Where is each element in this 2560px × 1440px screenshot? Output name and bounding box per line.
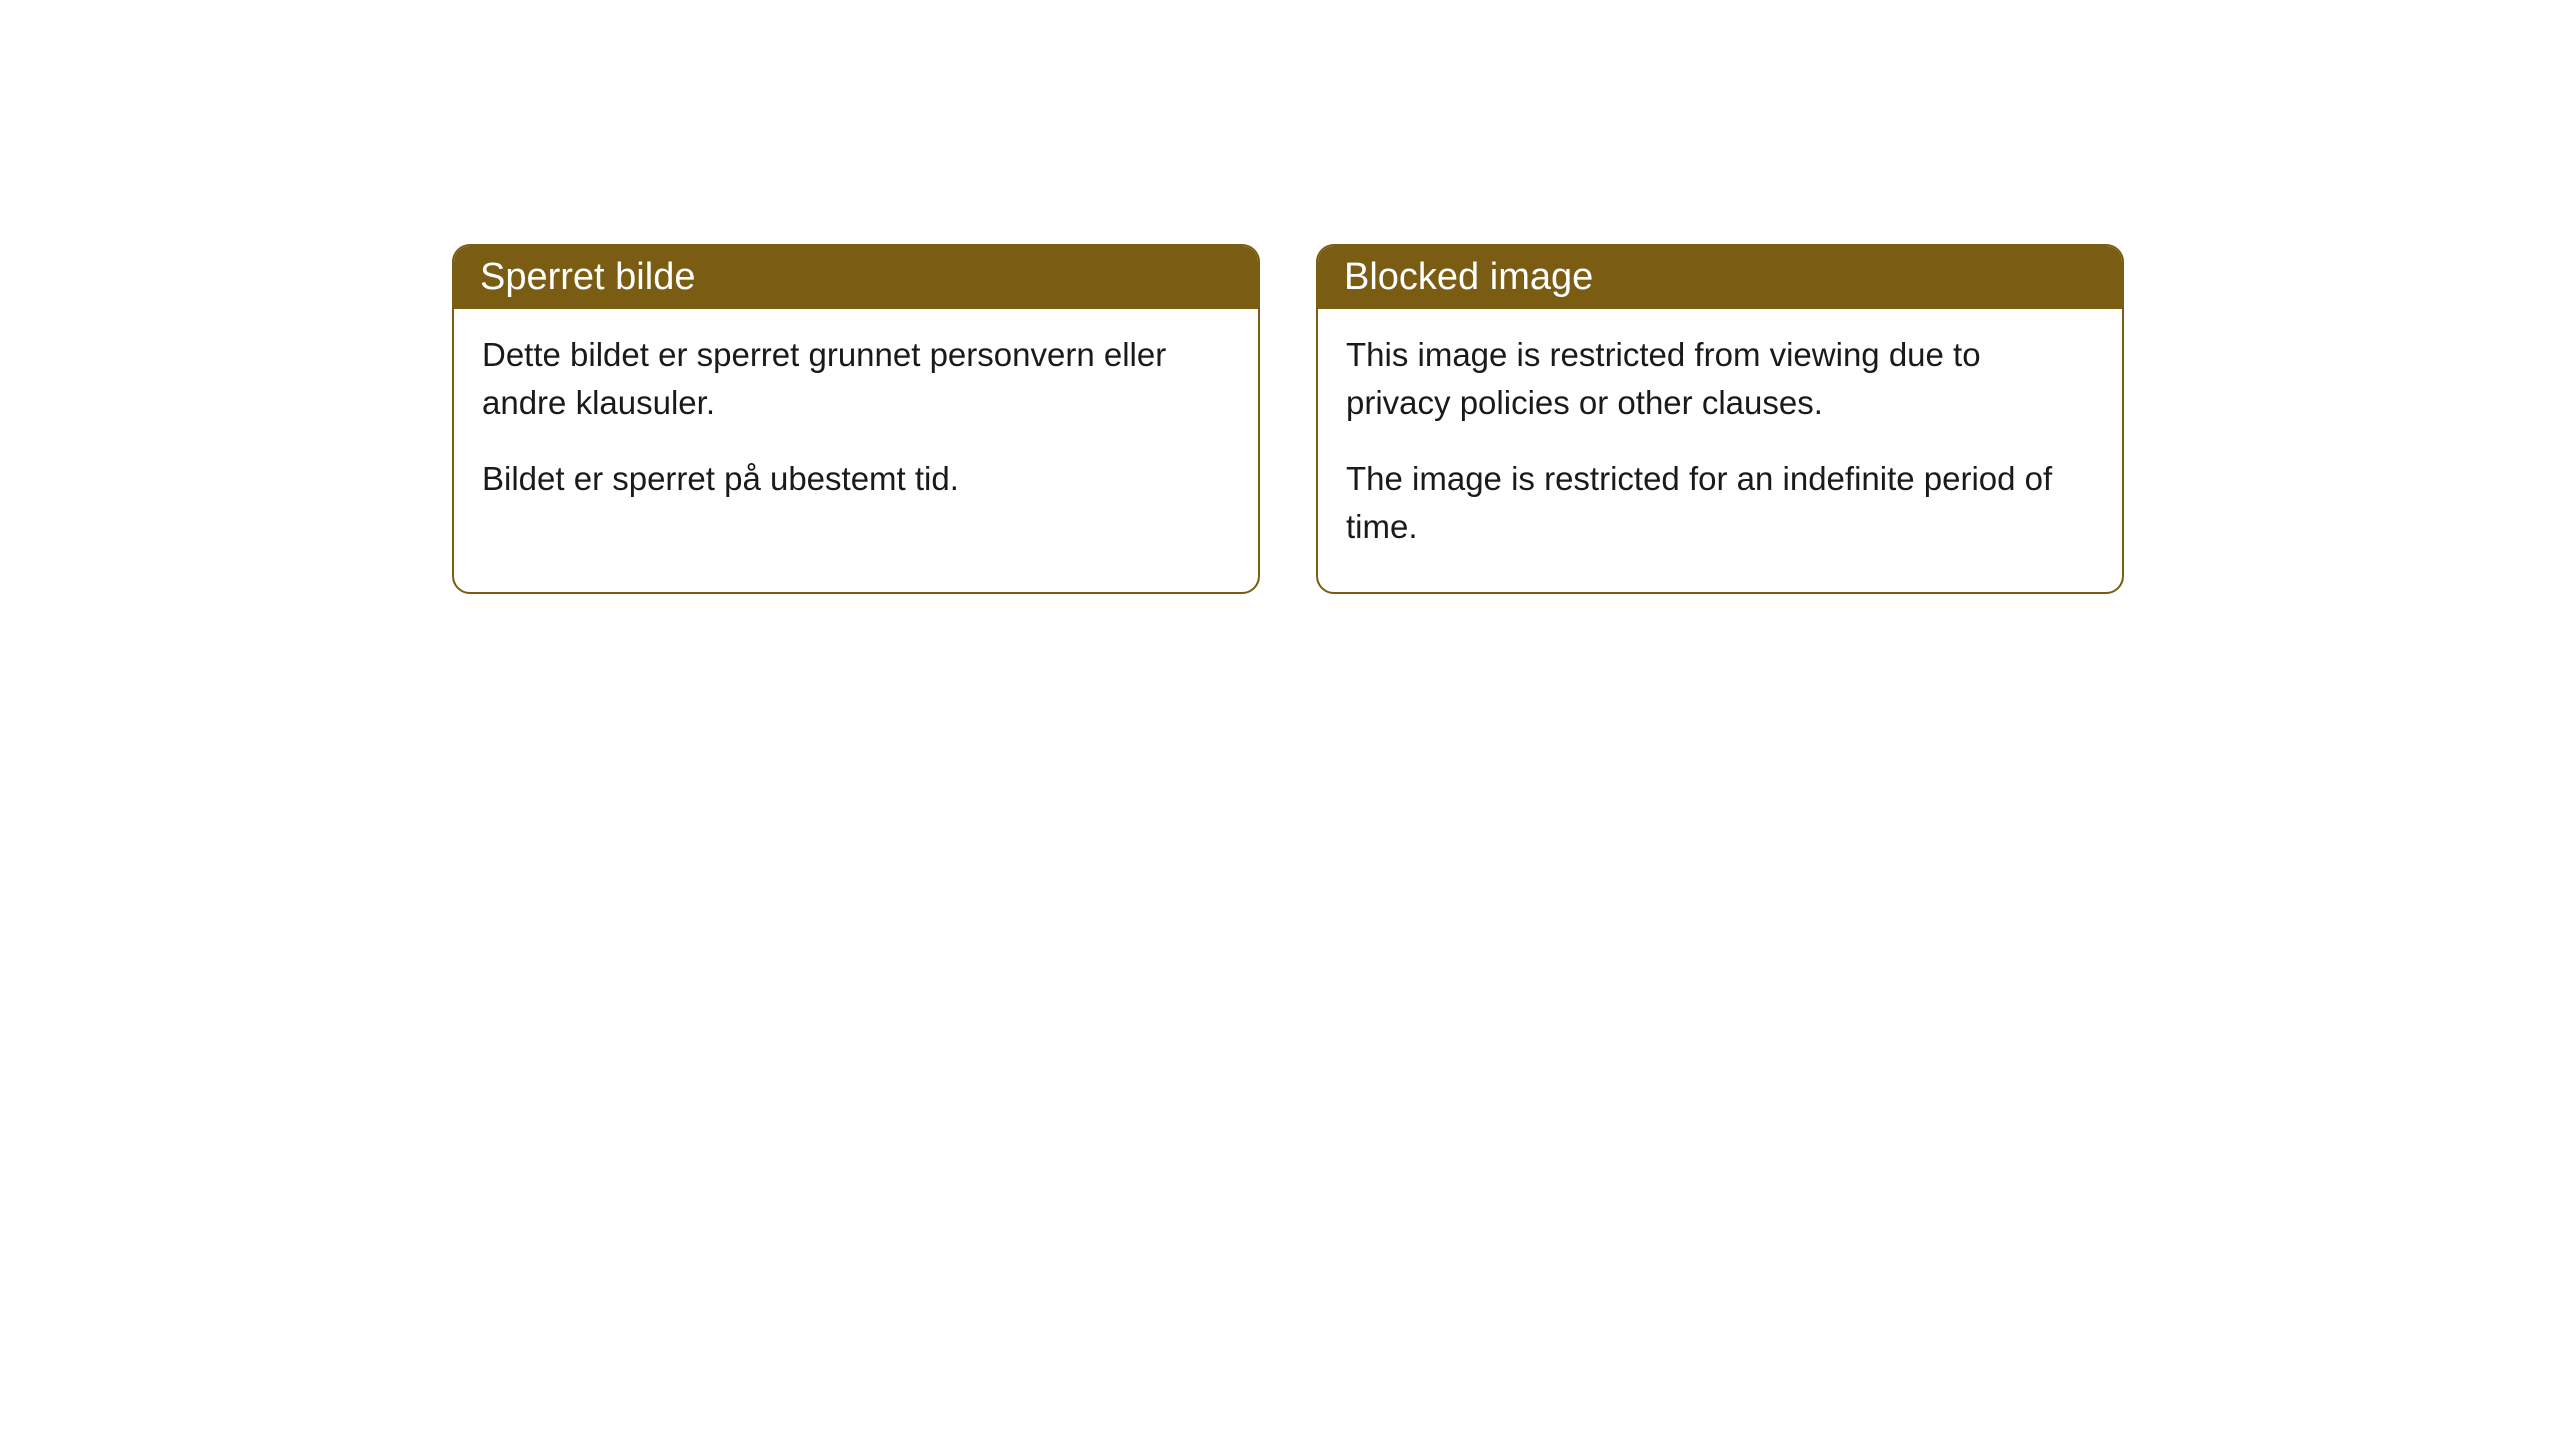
notice-paragraph: Bildet er sperret på ubestemt tid. <box>482 455 1230 503</box>
notice-body: This image is restricted from viewing du… <box>1318 309 2122 592</box>
notice-body: Dette bildet er sperret grunnet personve… <box>454 309 1258 545</box>
notice-header: Blocked image <box>1318 246 2122 309</box>
notice-title: Blocked image <box>1344 256 1593 298</box>
notice-card-english: Blocked image This image is restricted f… <box>1316 244 2124 594</box>
notice-paragraph: This image is restricted from viewing du… <box>1346 331 2094 427</box>
notice-title: Sperret bilde <box>480 256 695 298</box>
notice-container: Sperret bilde Dette bildet er sperret gr… <box>0 0 2560 594</box>
notice-paragraph: The image is restricted for an indefinit… <box>1346 455 2094 551</box>
notice-header: Sperret bilde <box>454 246 1258 309</box>
notice-card-norwegian: Sperret bilde Dette bildet er sperret gr… <box>452 244 1260 594</box>
notice-paragraph: Dette bildet er sperret grunnet personve… <box>482 331 1230 427</box>
